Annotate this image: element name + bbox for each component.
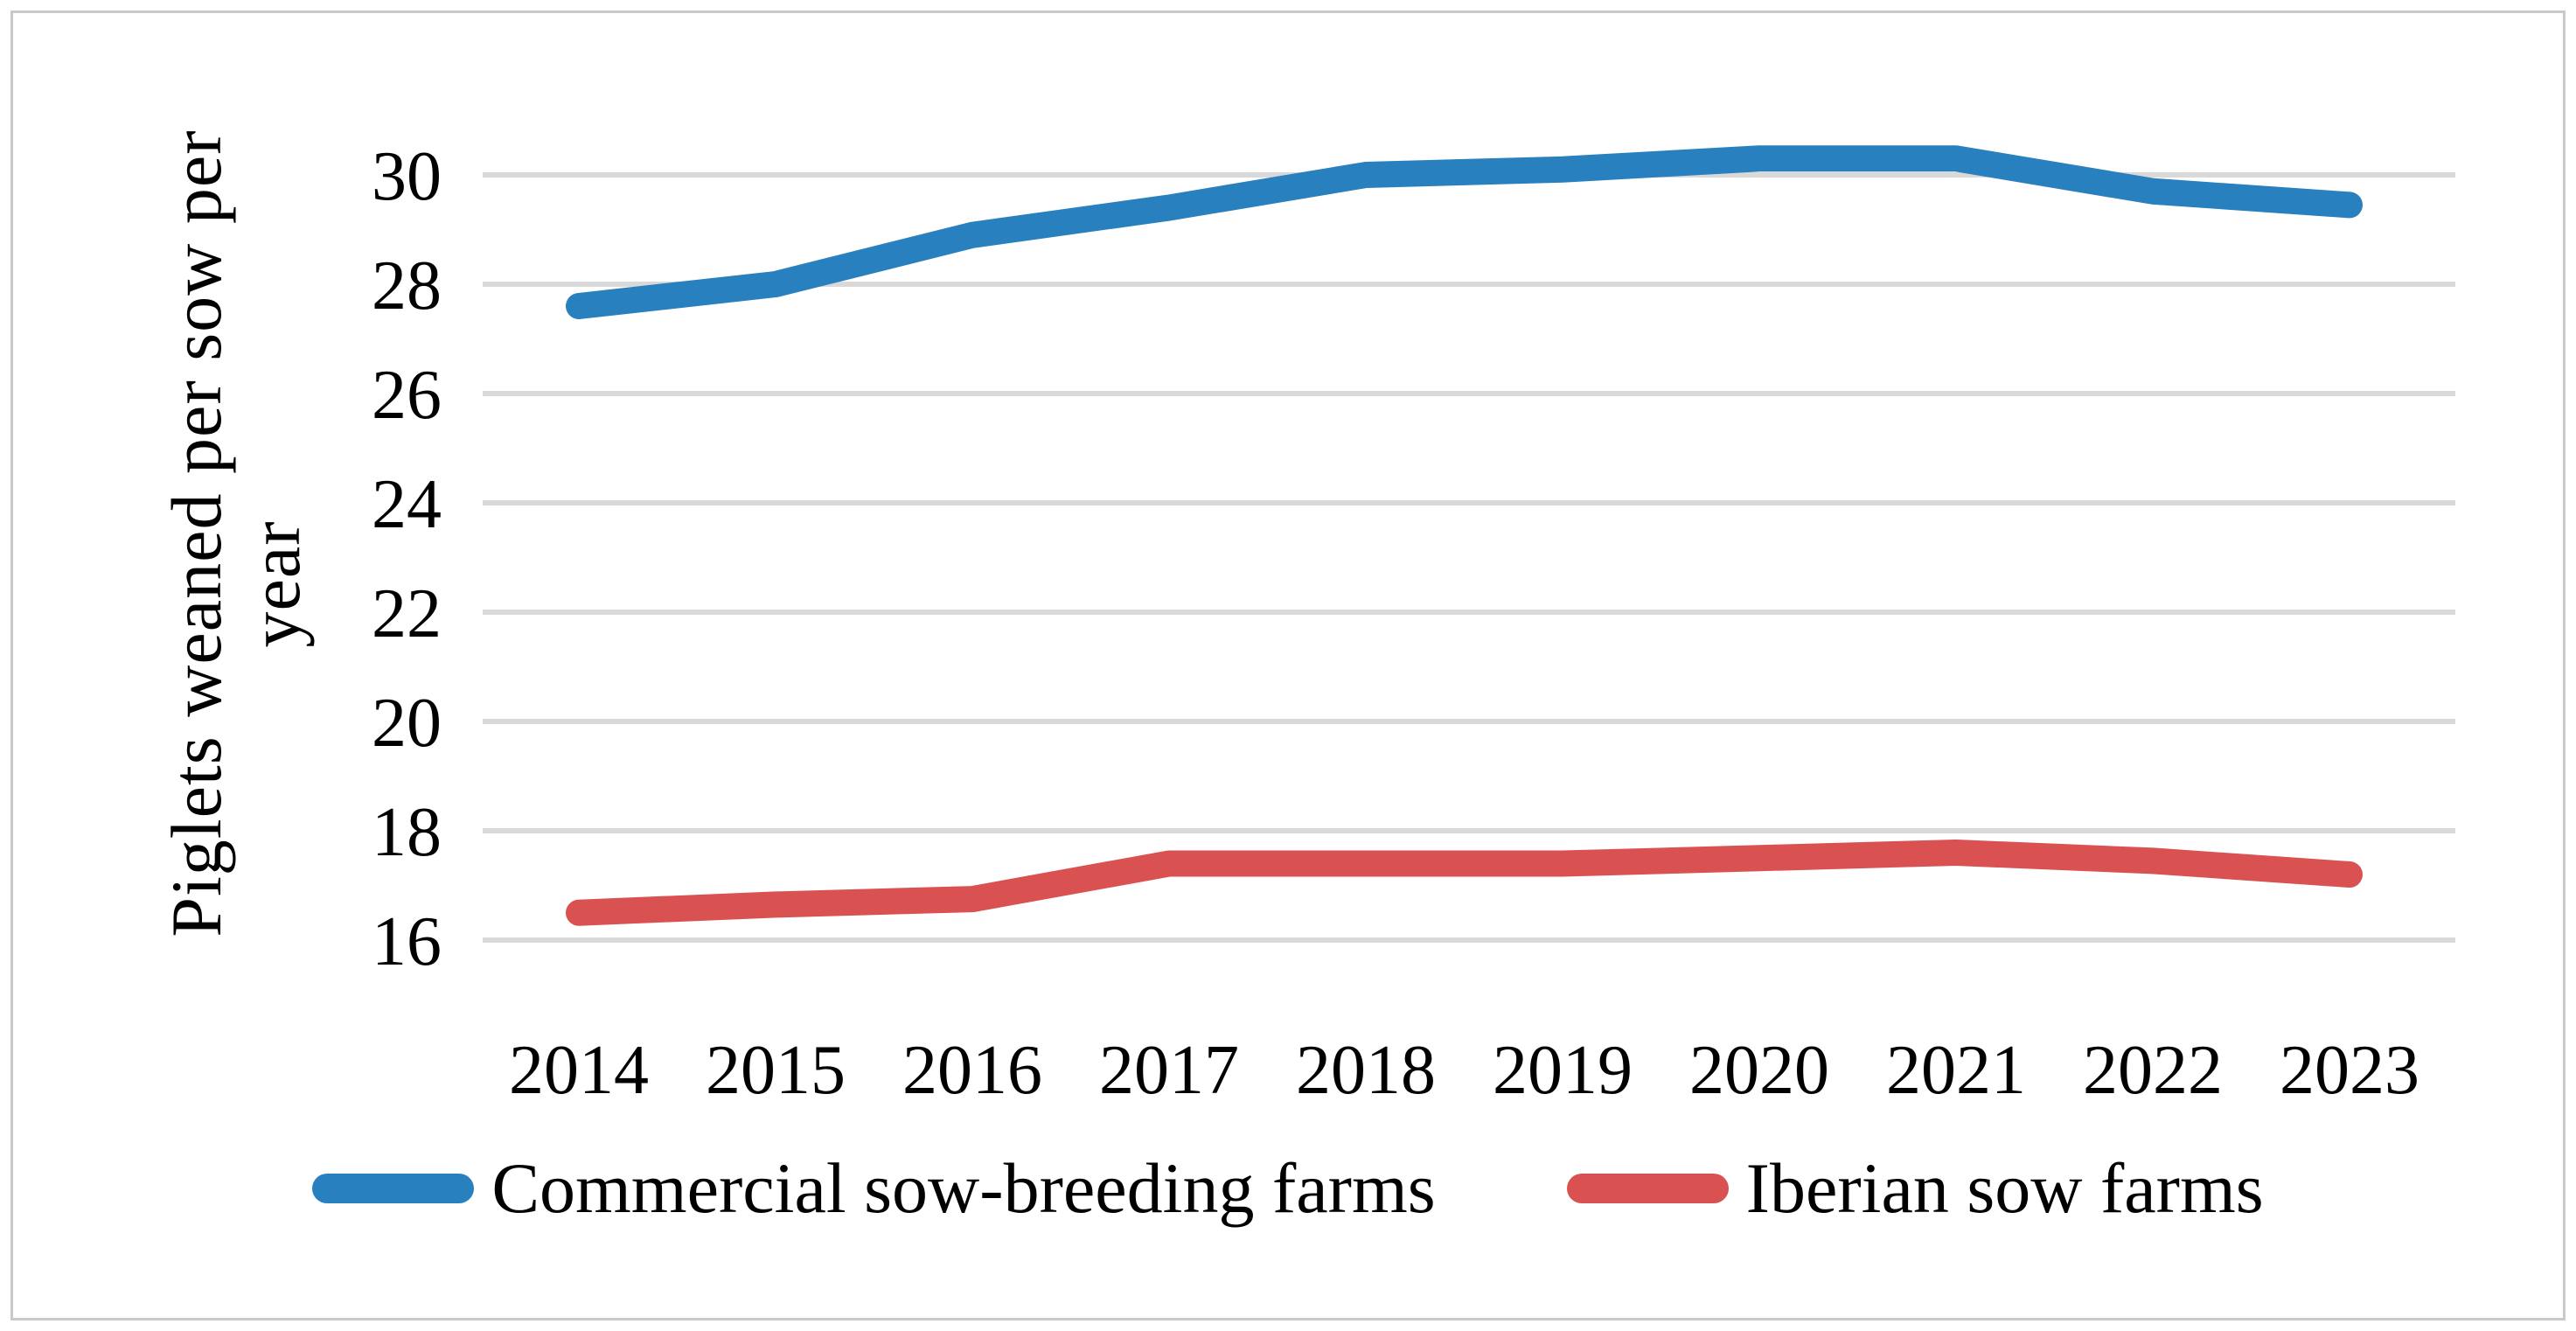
x-tick-label-2020: 2020: [1689, 1032, 1829, 1109]
y-tick-label-20: 20: [372, 685, 442, 762]
legend: Commercial sow-breeding farms Iberian so…: [0, 1153, 2576, 1224]
legend-swatch-commercial-icon: [312, 1174, 475, 1203]
x-tick-label-2022: 2022: [2083, 1032, 2223, 1109]
x-tick-label-2018: 2018: [1296, 1032, 1436, 1109]
y-axis-title-line1: Piglets weaned per sow per: [157, 129, 236, 937]
y-tick-label-18: 18: [372, 794, 442, 871]
y-tick-label-16: 16: [372, 903, 442, 980]
legend-label-iberian: Iberian sow farms: [1745, 1148, 2264, 1228]
y-tick-label-26: 26: [372, 357, 442, 434]
x-tick-label-2021: 2021: [1886, 1032, 2026, 1109]
y-axis-title-line2: year: [235, 520, 315, 648]
legend-swatch-iberian-icon: [1566, 1174, 1729, 1203]
series-line-0: [566, 145, 2363, 319]
x-tick-label-2019: 2019: [1493, 1032, 1633, 1109]
x-tick-label-2016: 2016: [902, 1032, 1042, 1109]
x-tick-label-2023: 2023: [2280, 1032, 2419, 1109]
series-line-1: [566, 840, 2363, 926]
y-tick-label-28: 28: [372, 247, 442, 324]
y-tick-label-22: 22: [372, 575, 442, 652]
y-tick-label-30: 30: [372, 138, 442, 215]
legend-item-commercial: Commercial sow-breeding farms: [312, 1148, 1436, 1228]
figure-border: [10, 10, 2566, 1321]
x-tick-label-2015: 2015: [706, 1032, 846, 1109]
y-tick-label-24: 24: [372, 466, 442, 543]
x-tick-label-2017: 2017: [1099, 1032, 1239, 1109]
legend-label-commercial: Commercial sow-breeding farms: [491, 1148, 1436, 1228]
legend-item-iberian: Iberian sow farms: [1566, 1148, 2264, 1228]
x-tick-label-2014: 2014: [509, 1032, 649, 1109]
